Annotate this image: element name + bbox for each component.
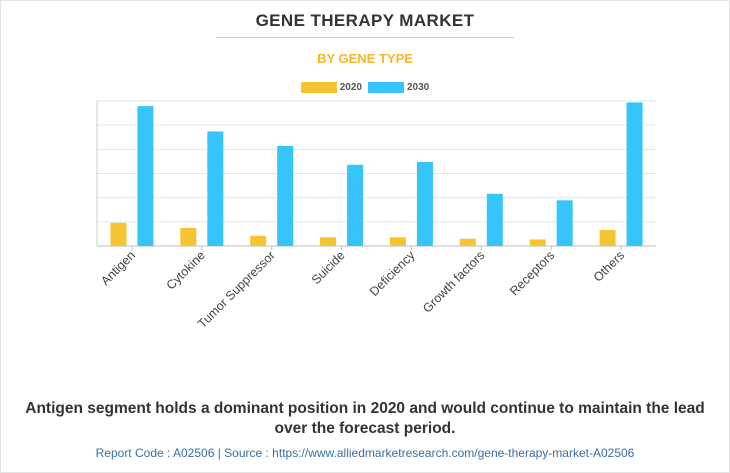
legend: 2020 2030 xyxy=(0,79,730,95)
legend-swatch-2020 xyxy=(300,81,337,93)
x-tick-label: Others xyxy=(591,248,627,284)
legend-item-2020[interactable]: 2020 xyxy=(300,81,362,93)
x-tick-label: Antigen xyxy=(98,248,138,288)
bar-2030-antigen xyxy=(137,106,154,246)
bar-2030-deficiency xyxy=(416,161,433,246)
x-tick-label: Growth factors xyxy=(420,248,487,315)
bar-2020-deficiency xyxy=(389,237,406,246)
chart-takeaway: Antigen segment holds a dominant positio… xyxy=(25,400,705,437)
bar-2030-tumor-suppressor xyxy=(277,145,294,246)
bar-2020-growth-factors xyxy=(459,238,476,246)
bar-2020-antigen xyxy=(110,222,127,246)
bar-2030-others xyxy=(626,102,643,246)
legend-label-2030: 2030 xyxy=(407,81,430,93)
bar-2030-growth-factors xyxy=(486,193,503,246)
bar-2030-cytokine xyxy=(207,131,224,246)
bar-2030-receptors xyxy=(556,200,573,246)
bar-2020-others xyxy=(599,230,616,246)
bar-2020-cytokine xyxy=(180,227,197,246)
bar-2020-receptors xyxy=(529,239,546,246)
x-tick-label: Suicide xyxy=(309,248,348,287)
bar-2030-suicide xyxy=(347,164,364,246)
bar-2020-tumor-suppressor xyxy=(250,235,267,246)
x-tick-label: Receptors xyxy=(507,248,557,298)
legend-item-2030[interactable]: 2030 xyxy=(368,81,430,93)
chart-subtitle: BY GENE TYPE xyxy=(317,51,413,66)
legend-swatch-2030 xyxy=(368,81,404,93)
report-source-footer[interactable]: Report Code : A02506 | Source : https://… xyxy=(95,446,635,460)
chart-title: GENE THERAPY MARKET xyxy=(255,11,475,30)
title-divider xyxy=(216,37,514,38)
x-tick-label: Tumor Suppressor xyxy=(195,248,278,331)
bar-2020-suicide xyxy=(320,237,337,246)
x-tick-label: Cytokine xyxy=(164,248,208,292)
legend-label-2020: 2020 xyxy=(339,81,362,93)
x-tick-label: Deficiency xyxy=(367,248,418,299)
